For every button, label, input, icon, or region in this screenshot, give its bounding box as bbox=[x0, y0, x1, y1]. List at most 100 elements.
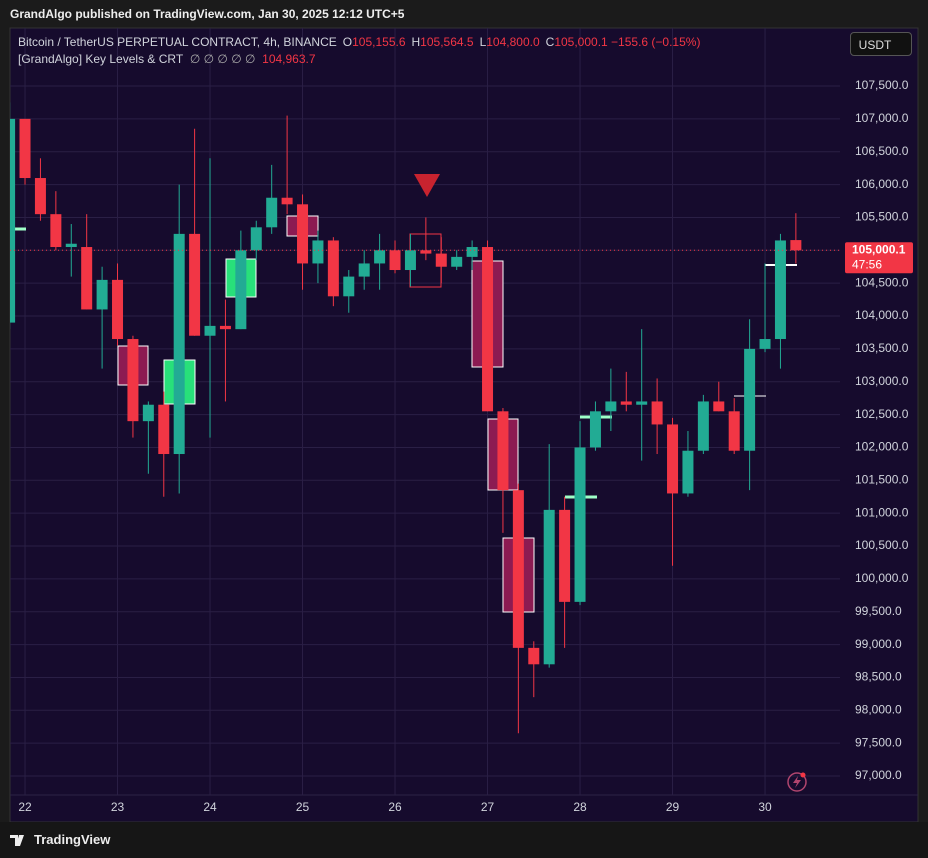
y-tick-label: 103,500.0 bbox=[855, 341, 909, 355]
legend: Bitcoin / TetherUS PERPETUAL CONTRACT, 4… bbox=[18, 34, 700, 68]
candles bbox=[10, 102, 840, 734]
candle-body bbox=[667, 424, 679, 494]
x-tick-label: 22 bbox=[18, 800, 32, 814]
candle-body bbox=[112, 279, 124, 340]
y-tick-label: 104,500.0 bbox=[855, 275, 909, 289]
y-tick-label: 105,500.0 bbox=[855, 210, 909, 224]
candle-body bbox=[466, 247, 478, 257]
footer-bar bbox=[0, 822, 928, 858]
candle-body bbox=[358, 263, 370, 277]
x-tick-label: 26 bbox=[388, 800, 402, 814]
indicator-name: [GrandAlgo] Key Levels & CRT bbox=[18, 52, 184, 66]
y-tick-label: 100,500.0 bbox=[855, 538, 909, 552]
alert-bolt bbox=[793, 776, 801, 788]
candle-body bbox=[65, 243, 77, 248]
alert-dot bbox=[800, 772, 806, 778]
candle-body bbox=[512, 490, 524, 648]
candle-body bbox=[34, 178, 46, 215]
candle-body bbox=[81, 247, 93, 310]
y-tick-label: 98,500.0 bbox=[855, 670, 902, 684]
y-tick-label: 107,500.0 bbox=[855, 78, 909, 92]
y-tick-label: 99,000.0 bbox=[855, 637, 902, 651]
candle-body bbox=[219, 325, 231, 330]
y-tick-label: 101,500.0 bbox=[855, 472, 909, 486]
ohlc-value: 105,155.6 bbox=[352, 35, 406, 49]
candle-body bbox=[19, 118, 31, 179]
candle-body bbox=[297, 204, 309, 264]
symbol: Bitcoin / TetherUS PERPETUAL CONTRACT, 4… bbox=[18, 35, 337, 49]
ohlc-key: O bbox=[342, 35, 353, 49]
candle-body bbox=[574, 447, 586, 602]
candle-body bbox=[312, 240, 324, 264]
indicator-line: [GrandAlgo] Key Levels & CRT ∅ ∅ ∅ ∅ ∅ 1… bbox=[18, 51, 700, 68]
ohlc: O105,155.6 H105,564.5 L104,800.0 C105,000.1 bbox=[337, 35, 608, 49]
y-tick-label: 103,000.0 bbox=[855, 374, 909, 388]
candle-body bbox=[482, 247, 494, 412]
ohlc-value: 105,564.5 bbox=[420, 35, 474, 49]
y-tick-label: 100,000.0 bbox=[855, 571, 909, 585]
candle-body bbox=[327, 240, 339, 297]
currency-button[interactable]: USDT bbox=[850, 32, 912, 56]
candle-body bbox=[374, 250, 386, 264]
y-tick-label: 102,000.0 bbox=[855, 440, 909, 454]
candle-body bbox=[204, 325, 216, 336]
indicator-value: 104,963.7 bbox=[262, 52, 316, 66]
ohlc-value: 105,000.1 bbox=[554, 35, 608, 49]
indicator-params: ∅ ∅ ∅ ∅ ∅ bbox=[189, 52, 256, 66]
candle-body bbox=[651, 401, 663, 425]
x-tick-label: 24 bbox=[203, 800, 217, 814]
candle-body bbox=[173, 233, 185, 455]
candle-body bbox=[389, 250, 401, 271]
x-tick-label: 29 bbox=[666, 800, 680, 814]
y-tick-label: 97,000.0 bbox=[855, 768, 902, 782]
last-price-label: 105,000.1 bbox=[852, 242, 906, 256]
candle-body bbox=[728, 411, 740, 451]
y-tick-label: 106,500.0 bbox=[855, 144, 909, 158]
y-tick-label: 107,000.0 bbox=[855, 111, 909, 125]
last-price-box bbox=[845, 242, 913, 274]
ohlc-value: 104,800.0 bbox=[486, 35, 540, 49]
x-tick-label: 30 bbox=[758, 800, 772, 814]
y-tick-label: 99,500.0 bbox=[855, 604, 902, 618]
candle-body bbox=[528, 647, 540, 665]
candle-body bbox=[235, 250, 247, 330]
y-tick-label: 102,500.0 bbox=[855, 407, 909, 421]
x-tick-label: 27 bbox=[481, 800, 495, 814]
x-tick-label: 25 bbox=[296, 800, 310, 814]
y-tick-label: 97,500.0 bbox=[855, 735, 902, 749]
candle-body bbox=[50, 214, 62, 248]
alert-icon bbox=[787, 772, 807, 792]
candle-body bbox=[250, 227, 262, 251]
candle-body bbox=[713, 401, 725, 412]
candle-body bbox=[682, 450, 694, 494]
candle-body bbox=[620, 401, 632, 405]
candle-body bbox=[127, 339, 139, 422]
y-tick-label: 106,000.0 bbox=[855, 177, 909, 191]
y-tick-label: 98,000.0 bbox=[855, 702, 902, 716]
candle-body bbox=[435, 253, 447, 267]
y-tick-label: 104,000.0 bbox=[855, 308, 909, 322]
candle-body bbox=[10, 118, 16, 323]
candle-body bbox=[774, 240, 786, 340]
candle-body bbox=[697, 401, 709, 451]
tv-logo bbox=[10, 835, 24, 846]
brand: TradingView bbox=[34, 832, 111, 847]
publisher: GrandAlgo published on TradingView.com, … bbox=[10, 7, 405, 21]
x-tick-label: 28 bbox=[573, 800, 587, 814]
candle-body bbox=[189, 233, 201, 336]
candle-body bbox=[420, 250, 432, 254]
candle-body bbox=[96, 279, 108, 310]
chart-frame bbox=[9, 27, 919, 823]
axes: 97,000.0 97,500.0 98,000.0 98,500.0 99,000.0… bbox=[18, 78, 913, 814]
candle-body bbox=[404, 250, 416, 271]
candle-body bbox=[497, 411, 509, 491]
candle-body bbox=[759, 339, 771, 349]
candle-body bbox=[559, 509, 571, 602]
signal-triangle bbox=[414, 174, 440, 197]
x-tick-label: 23 bbox=[111, 800, 125, 814]
candle-body bbox=[451, 256, 463, 267]
countdown: 47:56 bbox=[852, 257, 882, 271]
candle-body bbox=[589, 411, 601, 448]
candle-body bbox=[543, 509, 555, 665]
